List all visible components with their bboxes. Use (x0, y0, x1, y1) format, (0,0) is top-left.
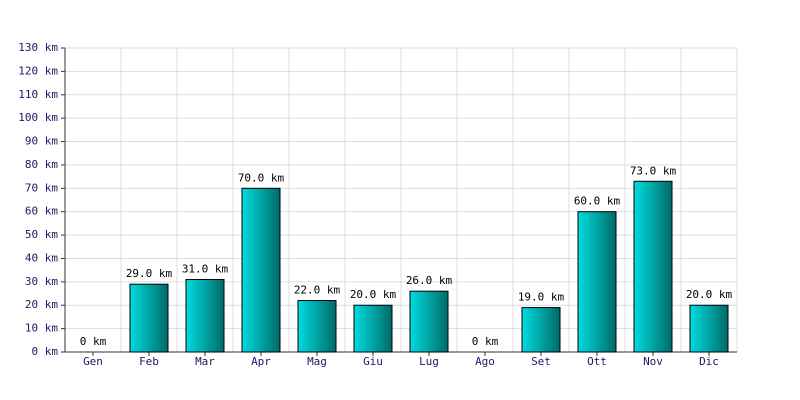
bar (577, 211, 617, 353)
x-tick-label: Mag (307, 355, 327, 368)
x-tick-label: Apr (251, 355, 271, 368)
value-label: 31.0 km (182, 263, 229, 276)
y-tick-label: 130 km (18, 41, 58, 54)
value-label: 20.0 km (350, 288, 397, 301)
y-tick-label: 20 km (25, 298, 58, 311)
y-tick-label: 120 km (18, 64, 58, 77)
value-label: 22.0 km (294, 284, 341, 297)
value-label: 0 km (80, 335, 107, 348)
y-tick-label: 80 km (25, 158, 58, 171)
y-tick-label: 50 km (25, 228, 58, 241)
x-tick-label: Gen (83, 355, 103, 368)
bar (633, 180, 673, 353)
x-tick-label: Feb (139, 355, 159, 368)
y-tick-label: 40 km (25, 251, 58, 264)
value-label: 73.0 km (630, 164, 677, 177)
x-tick-label: Mar (195, 355, 215, 368)
value-label: 20.0 km (686, 288, 733, 301)
x-tick-label: Lug (419, 355, 439, 368)
y-tick-label: 0 km (32, 345, 59, 358)
bar (689, 304, 729, 353)
y-tick-label: 90 km (25, 135, 58, 148)
y-tick-label: 70 km (25, 181, 58, 194)
bar (129, 283, 169, 353)
bar (409, 290, 449, 353)
y-tick-label: 110 km (18, 88, 58, 101)
y-tick-label: 10 km (25, 322, 58, 335)
y-tick-label: 100 km (18, 111, 58, 124)
x-tick-label: Ott (587, 355, 607, 368)
value-label: 26.0 km (406, 274, 453, 287)
x-tick-label: Nov (643, 355, 663, 368)
x-tick-label: Dic (699, 355, 719, 368)
y-tick-label: 60 km (25, 205, 58, 218)
bar (297, 300, 337, 353)
value-label: 29.0 km (126, 267, 173, 280)
bar (185, 279, 225, 353)
bar (353, 304, 393, 353)
value-label: 60.0 km (574, 195, 621, 208)
value-label: 0 km (472, 335, 499, 348)
x-tick-label: Ago (475, 355, 495, 368)
bar (241, 187, 281, 353)
x-tick-label: Giu (363, 355, 383, 368)
y-tick-label: 30 km (25, 275, 58, 288)
value-label: 19.0 km (518, 291, 565, 304)
bar (521, 307, 561, 353)
value-label: 70.0 km (238, 171, 285, 184)
x-tick-label: Set (531, 355, 551, 368)
